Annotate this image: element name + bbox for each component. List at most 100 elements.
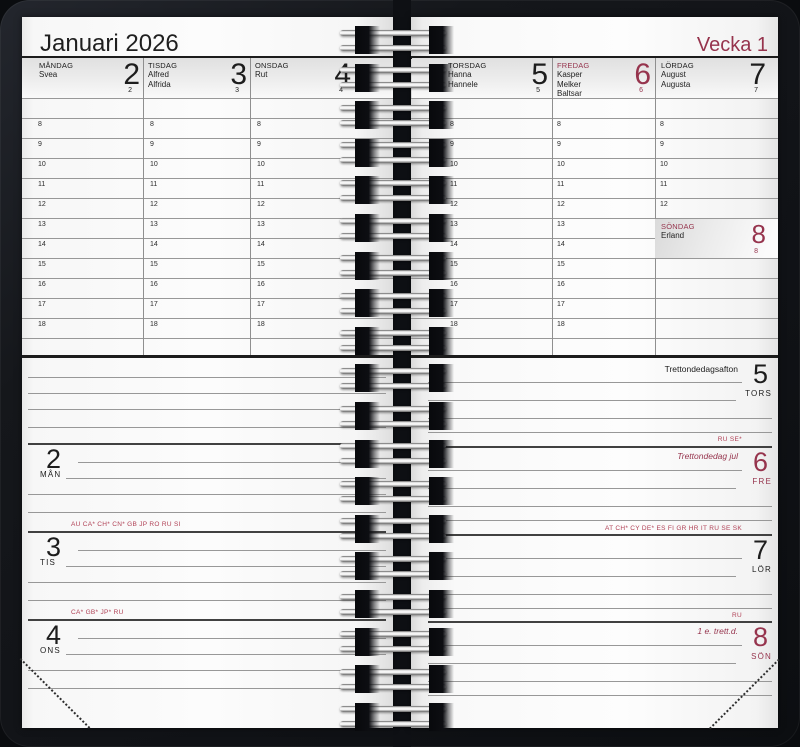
diary-day-separator	[428, 534, 772, 536]
hour-label: 11	[38, 181, 46, 188]
holiday-country-codes: RU	[732, 612, 742, 619]
hour-label: 12	[660, 201, 668, 208]
hour-label: 13	[38, 221, 46, 228]
diary-line	[28, 393, 386, 394]
diary-day-separator	[428, 446, 772, 448]
grid-bottom-rule	[411, 355, 778, 358]
spiral-punch-block	[355, 552, 380, 581]
week-number-label: Vecka 1	[696, 34, 768, 56]
day-name: TORSDAG	[448, 61, 487, 70]
spiral-punch-block	[429, 63, 454, 92]
hour-label: 9	[557, 141, 561, 148]
hour-grid-line	[22, 118, 393, 119]
diary-line	[428, 418, 772, 419]
diary-line	[428, 400, 736, 401]
spiral-wire	[340, 458, 446, 465]
diary-day-abbr: MÅN	[40, 470, 62, 479]
hour-grid-line	[411, 118, 778, 119]
hour-label: 18	[557, 321, 565, 328]
hour-label: 10	[150, 161, 158, 168]
diary-line	[428, 470, 742, 471]
hour-grid-line	[22, 298, 393, 299]
hour-label: 11	[557, 181, 565, 188]
hour-label: 11	[257, 181, 265, 188]
sunday-header-cell: SÖNDAG Erland 8 8	[655, 219, 778, 258]
diary-line	[428, 520, 772, 521]
hour-grid-line	[411, 298, 778, 299]
date-number: 4	[334, 58, 351, 91]
hour-label: 16	[450, 281, 458, 288]
holiday-country-codes: AT CH* CY DE* ES FI GR HR IT RU SE SK	[604, 525, 742, 532]
diary-line	[28, 512, 386, 513]
date-number: 6	[634, 58, 651, 91]
hour-label: 10	[557, 161, 565, 168]
spiral-wire	[340, 44, 446, 51]
day-name: SÖNDAG	[661, 222, 695, 231]
hour-label: 17	[38, 301, 46, 308]
spiral-punch-block	[429, 514, 454, 543]
diary-day-separator	[28, 531, 386, 533]
diary-day-abbr: LÖR	[751, 565, 772, 574]
hour-grid-line	[411, 218, 778, 219]
hour-label: 9	[150, 141, 154, 148]
day-name: LÖRDAG	[661, 61, 694, 70]
hour-label: 18	[150, 321, 158, 328]
diary-line	[428, 695, 772, 696]
spiral-wire	[340, 443, 446, 450]
right-page	[411, 17, 778, 728]
diary-day-separator	[28, 443, 386, 445]
day-name: ONSDAG	[255, 61, 289, 70]
hour-label: 9	[660, 141, 664, 148]
spiral-punch-block	[429, 590, 454, 618]
hour-label: 8	[150, 121, 154, 128]
hour-grid-line	[22, 278, 393, 279]
spiral-wire	[340, 67, 446, 74]
spiral-punch-block	[429, 552, 454, 581]
spiral-punch-block	[429, 477, 454, 506]
diary-line	[78, 550, 386, 551]
spiral-wire	[340, 382, 446, 389]
hour-grid-line	[411, 238, 778, 239]
hour-grid-line	[22, 338, 393, 339]
date-number: 2	[123, 58, 140, 91]
diary-line	[28, 582, 386, 583]
spiral-punch-block	[429, 665, 454, 694]
spiral-punch-block	[429, 702, 454, 731]
hour-label: 16	[257, 281, 265, 288]
hour-label: 14	[557, 241, 565, 248]
date-number-small: 5	[536, 87, 540, 94]
diary-day-abbr: TORS	[745, 389, 772, 398]
spiral-wire	[340, 232, 446, 239]
date-number-small: 2	[128, 87, 132, 94]
diary-day-separator	[428, 621, 772, 623]
hour-label: 12	[38, 201, 46, 208]
spiral-punch-block	[355, 63, 380, 92]
hour-label: 18	[257, 321, 265, 328]
hour-grid-line	[411, 318, 778, 319]
diary-line	[66, 654, 386, 655]
spiral-wire	[340, 631, 446, 638]
diary-date: 7	[752, 535, 768, 565]
spiral-punch-block	[355, 176, 380, 205]
diary-date: 6	[752, 447, 768, 477]
holiday-country-codes: CA* GB* JP* RU	[71, 609, 124, 616]
holiday-country-codes: AU CA* CH* CN* GB JP RO RU SI	[71, 521, 181, 528]
diary-line	[28, 494, 386, 495]
diary-line	[428, 506, 772, 507]
date-number-small: 7	[754, 87, 758, 94]
day-name: TISDAG	[148, 61, 178, 70]
spiral-wire	[340, 104, 446, 111]
spiral-wire	[340, 721, 446, 728]
hour-grid-line	[22, 238, 393, 239]
diary-line	[28, 670, 386, 671]
spiral-wire	[340, 668, 446, 675]
date-number-small: 8	[754, 248, 758, 255]
spiral-punch-block	[355, 477, 380, 506]
hour-label: 13	[557, 221, 565, 228]
date-number: 3	[230, 58, 247, 91]
day-header-tuesday: TISDAG Alfred Alfrida 3 3	[143, 58, 250, 98]
diary-date: 3	[46, 532, 62, 562]
spiral-wire	[340, 142, 446, 149]
diary-date: 5	[752, 359, 768, 389]
hour-label: 14	[450, 241, 458, 248]
